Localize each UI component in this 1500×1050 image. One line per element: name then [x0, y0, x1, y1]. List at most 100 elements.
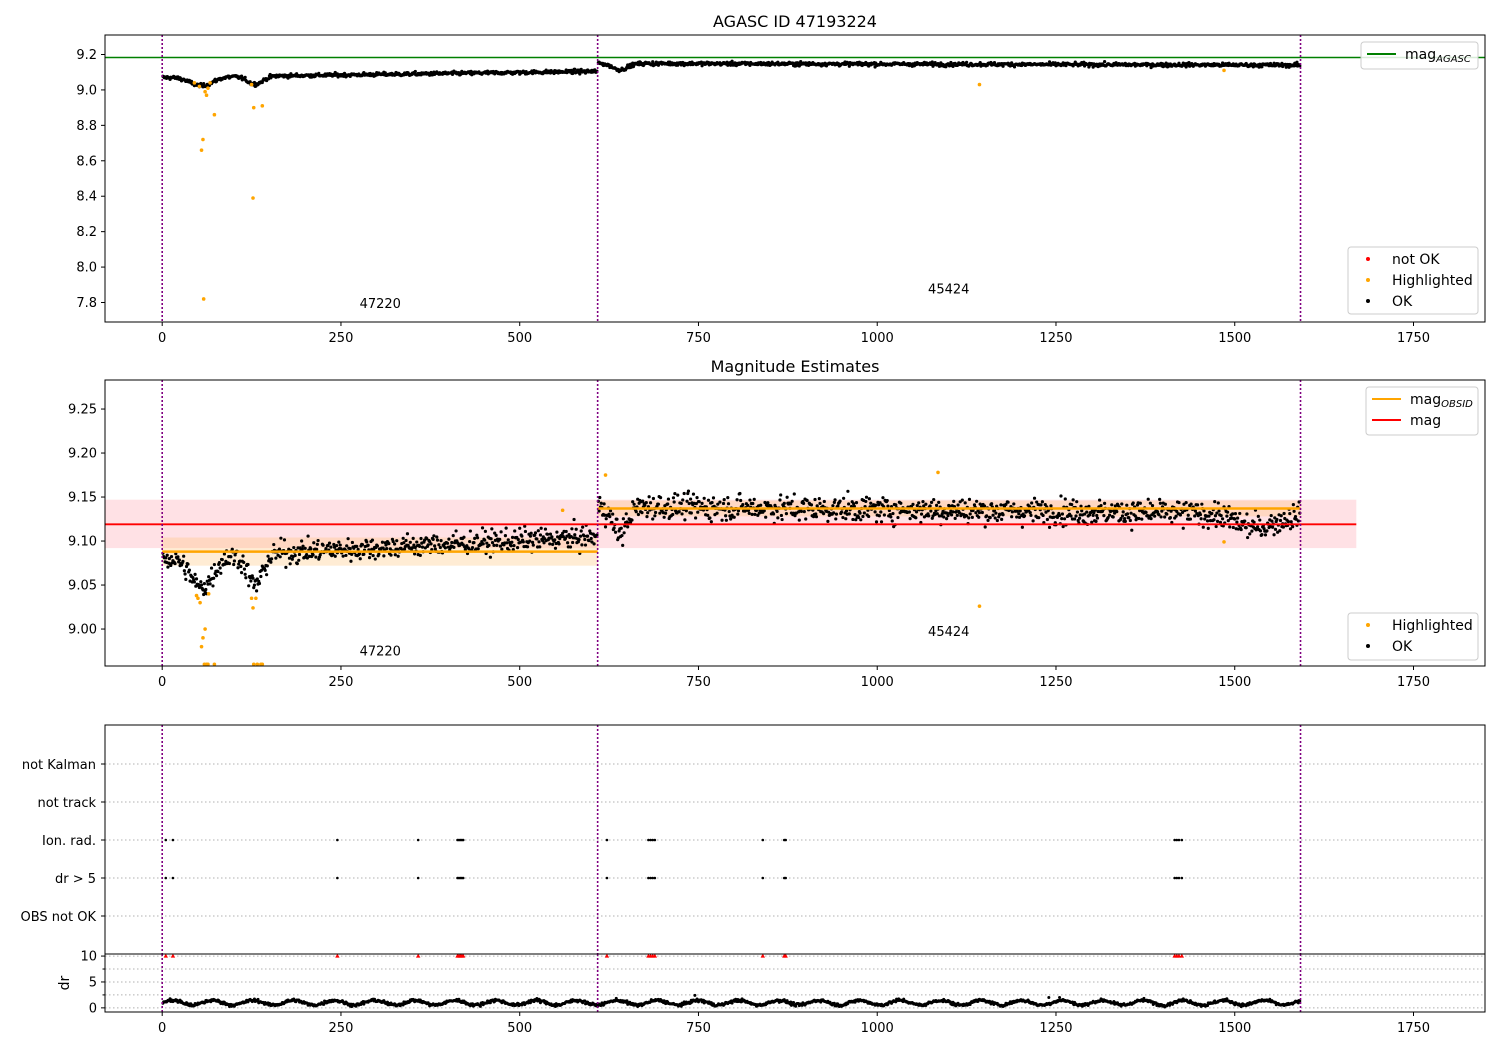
- ok-point: [1177, 500, 1181, 505]
- ok-point: [338, 543, 342, 547]
- ok-point: [607, 512, 611, 516]
- x-tick-label: 1000: [861, 675, 894, 690]
- ok-point: [1075, 500, 1079, 504]
- ok-point: [182, 569, 186, 573]
- ok-point: [377, 552, 381, 556]
- ok-point: [1120, 514, 1125, 518]
- ok-point: [785, 495, 789, 499]
- ok-point: [490, 527, 494, 531]
- ok-point: [384, 543, 388, 547]
- dr-point: [528, 1001, 532, 1005]
- ok-point: [389, 553, 393, 557]
- ok-point: [1071, 498, 1075, 502]
- ok-point: [337, 540, 341, 544]
- ok-point: [518, 540, 523, 544]
- ok-point: [963, 501, 967, 505]
- x-tick-label: 500: [507, 331, 532, 346]
- ok-point: [653, 510, 658, 515]
- ok-point: [726, 502, 731, 506]
- ok-point: [169, 563, 173, 568]
- ok-point: [1260, 65, 1264, 69]
- ok-point: [630, 518, 634, 522]
- ok-point: [634, 510, 638, 514]
- ok-point: [408, 540, 412, 544]
- ok-point: [651, 496, 656, 501]
- ok-point: [922, 504, 926, 508]
- ok-point: [732, 515, 736, 519]
- ok-point: [174, 552, 178, 556]
- ok-point: [706, 498, 711, 502]
- ok-point: [385, 546, 389, 551]
- ok-point: [859, 518, 863, 522]
- ok-point: [1035, 500, 1039, 504]
- ok-point: [720, 518, 724, 522]
- ok-point: [1129, 511, 1133, 515]
- ok-point: [1213, 514, 1218, 518]
- dr-point: [792, 1001, 796, 1004]
- ok-point: [968, 512, 972, 516]
- ok-point: [942, 515, 946, 519]
- ok-point: [861, 514, 865, 519]
- ok-point: [505, 541, 509, 545]
- y-tick-label: 8.2: [76, 225, 97, 240]
- ok-point: [447, 537, 451, 541]
- ok-point: [1153, 514, 1157, 518]
- ok-point: [450, 72, 455, 76]
- ok-point: [782, 501, 786, 505]
- highlighted-point: [197, 84, 202, 89]
- ok-point: [1120, 502, 1124, 506]
- legend-label: Highlighted: [1392, 273, 1473, 289]
- ok-point: [548, 542, 552, 546]
- highlighted-point: [1222, 68, 1226, 73]
- ok-point: [201, 588, 205, 592]
- ok-point: [881, 496, 885, 500]
- ok-point: [891, 511, 895, 516]
- flag-point: [1180, 876, 1184, 880]
- ok-point: [344, 553, 348, 558]
- ok-point: [997, 515, 1001, 519]
- ok-point: [1082, 512, 1087, 516]
- ok-point: [615, 517, 619, 521]
- ok-point: [814, 512, 818, 516]
- ok-point: [1095, 513, 1099, 518]
- ok-point: [166, 565, 170, 569]
- ok-point: [432, 534, 436, 538]
- ok-point: [1288, 511, 1292, 516]
- ok-point: [1032, 496, 1037, 500]
- ok-point: [305, 553, 309, 557]
- ok-point: [251, 576, 255, 580]
- ok-point: [752, 497, 756, 501]
- ok-point: [243, 572, 247, 576]
- ok-point: [371, 553, 375, 558]
- ok-point: [610, 520, 614, 525]
- ok-point: [595, 533, 599, 537]
- ok-point: [831, 504, 835, 508]
- ok-point: [1233, 517, 1237, 521]
- ok-point: [451, 534, 455, 538]
- ok-point: [293, 553, 297, 558]
- ok-point: [266, 554, 270, 558]
- ok-point: [1121, 510, 1125, 514]
- ok-point: [537, 540, 541, 544]
- ok-point: [818, 501, 822, 505]
- ok-point: [167, 556, 171, 561]
- ok-point: [797, 518, 801, 522]
- ok-point: [393, 553, 397, 557]
- ok-point: [1108, 513, 1112, 517]
- flag-point: [336, 838, 339, 842]
- ok-point: [1001, 64, 1005, 68]
- ok-point: [282, 538, 287, 542]
- highlighted-point: [196, 596, 200, 601]
- ok-point: [882, 513, 886, 517]
- ok-point: [886, 504, 890, 508]
- ok-point: [380, 540, 385, 544]
- ok-point: [879, 520, 884, 524]
- ok-point: [624, 512, 628, 516]
- ok-point: [1278, 529, 1282, 533]
- ok-point: [404, 538, 408, 543]
- ok-point: [1090, 520, 1094, 524]
- ok-point: [345, 544, 349, 548]
